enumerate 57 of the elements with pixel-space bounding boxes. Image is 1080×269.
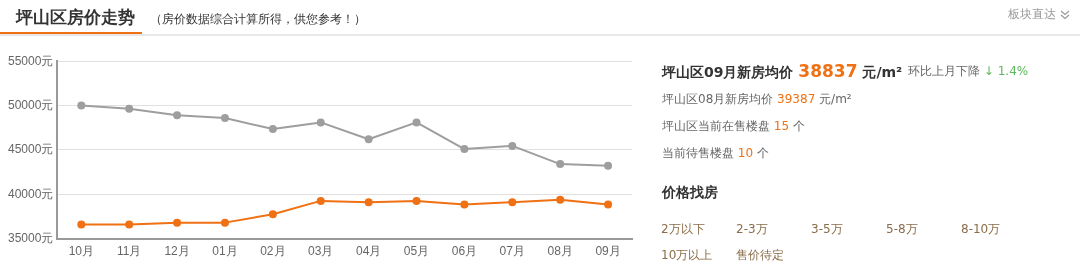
- point: [508, 141, 517, 150]
- y-tick-label: 40000元: [7, 186, 54, 201]
- point: [460, 200, 469, 209]
- point: [268, 125, 277, 134]
- point: [220, 113, 229, 122]
- text: 2-3万: [736, 221, 768, 238]
- text: 3-5万: [811, 221, 843, 238]
- text: 售价待定: [736, 247, 784, 264]
- x-tick-label: 04月: [355, 244, 382, 259]
- text: 10万以上: [661, 247, 713, 264]
- x-tick-label: 11月: [116, 244, 142, 259]
- point: [316, 196, 325, 205]
- text: 板块直达: [1008, 6, 1058, 23]
- x-tick-label: 06月: [451, 244, 478, 259]
- x-tick-label: 09月: [595, 244, 621, 259]
- text: 坪山区08月新房均价 39387 元/m²: [662, 91, 852, 108]
- text: 坪山区09月新房均价 38837 元/m²: [662, 61, 903, 82]
- x-tick-label: 02月: [260, 244, 286, 259]
- text: 环比上月下降 ↓ 1.4%: [908, 63, 1029, 80]
- point: [364, 198, 373, 207]
- point: [125, 220, 134, 229]
- x-tick-label: 03月: [308, 244, 334, 259]
- point: [364, 135, 373, 144]
- y-tick-label: 35000元: [7, 230, 54, 245]
- chart-title: 坪山区房价走势: [16, 6, 135, 29]
- point: [268, 210, 277, 219]
- x-tick-label: 10月: [68, 244, 94, 259]
- text: 坪山区当前在售楼盘 15 个: [662, 118, 805, 135]
- text: 当前待售楼盘 10 个: [662, 145, 769, 162]
- point: [508, 198, 517, 207]
- point: [125, 104, 134, 113]
- point: [604, 200, 613, 209]
- point: [173, 218, 182, 227]
- y-tick-label: 45000元: [7, 142, 54, 157]
- point: [77, 101, 86, 110]
- text: 8-10万: [961, 221, 1001, 238]
- y-tick-label: 50000元: [7, 97, 54, 112]
- x-tick-label: 05月: [403, 244, 430, 259]
- y-tick-label: 55000元: [7, 53, 54, 68]
- text: 价格找房: [662, 184, 718, 202]
- x-tick-label: 08月: [547, 244, 573, 259]
- point: [556, 160, 565, 169]
- point: [220, 218, 229, 227]
- point: [556, 195, 565, 204]
- text: 2万以下: [661, 221, 705, 238]
- point: [412, 196, 421, 205]
- x-tick-label: 01月: [212, 244, 238, 259]
- text: 5-8万: [886, 221, 918, 238]
- point: [604, 161, 613, 170]
- point: [316, 118, 325, 127]
- chart-subtitle: （房价数据综合计算所得，供您参考！）: [150, 11, 366, 28]
- point: [460, 145, 469, 154]
- x-tick-label: 07月: [499, 244, 525, 259]
- point: [412, 118, 421, 127]
- point: [77, 220, 86, 229]
- x-tick-label: 12月: [164, 244, 190, 259]
- point: [173, 111, 182, 120]
